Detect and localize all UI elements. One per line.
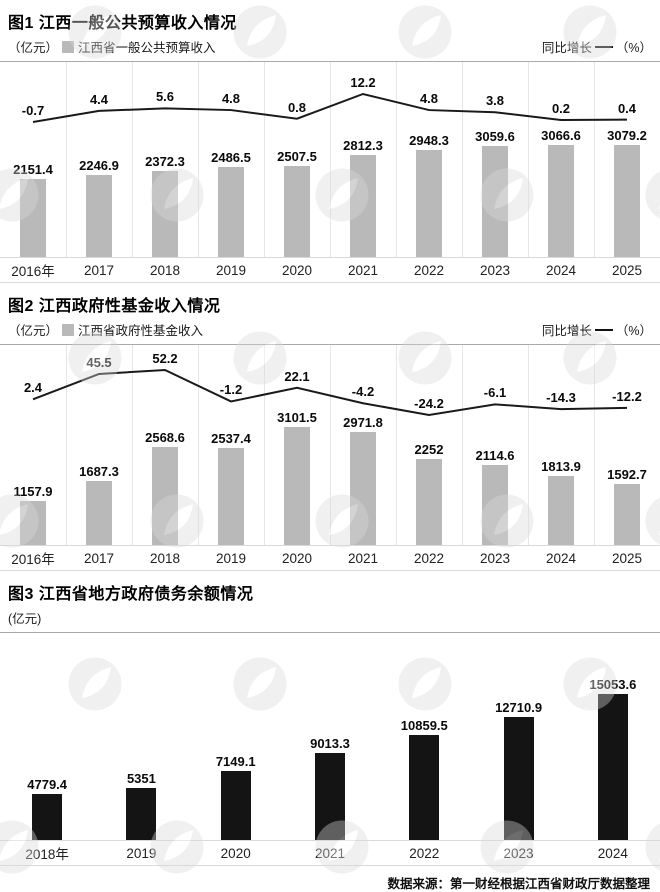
legend-row: （亿元） 江西省一般公共预算收入 同比增长 （%）	[0, 37, 660, 61]
x-axis-label: 2025	[594, 551, 660, 566]
bar	[315, 753, 345, 840]
line-point-label: -12.2	[594, 389, 660, 404]
x-axis-label: 2017	[66, 551, 132, 566]
line-point-label: -0.7	[0, 103, 66, 118]
legend-right: 同比增长 （%）	[542, 320, 652, 339]
x-axis-label: 2019	[198, 551, 264, 566]
x-axis-label: 2023	[462, 551, 528, 566]
growth-line	[0, 345, 660, 547]
unit-label: （亿元）	[8, 320, 58, 339]
bar-value-label: 7149.1	[189, 754, 283, 769]
line-point-label: -4.2	[330, 384, 396, 399]
line-point-label: -1.2	[198, 382, 264, 397]
bar-series-label: 江西省一般公共预算收入	[78, 37, 216, 56]
legend-left: （亿元） 江西省一般公共预算收入	[8, 37, 216, 56]
bar-value-label: 9013.3	[283, 736, 377, 751]
x-axis-label: 2023	[462, 263, 528, 278]
x-axis-label: 2018年	[0, 843, 94, 863]
bar-value-label: 12710.9	[471, 700, 565, 715]
chart-budget-revenue: 图1 江西一般公共预算收入情况 （亿元） 江西省一般公共预算收入 同比增长 （%…	[0, 0, 660, 283]
x-axis-label: 2022	[377, 846, 471, 861]
x-axis-label: 2024	[528, 263, 594, 278]
chart-government-fund-revenue: 图2 江西政府性基金收入情况 （亿元） 江西省政府性基金收入 同比增长 （%） …	[0, 283, 660, 571]
line-point-label: -24.2	[396, 396, 462, 411]
line-point-label: 52.2	[132, 351, 198, 366]
bar	[598, 694, 628, 840]
data-source: 数据来源：第一财经根据江西省财政厅数据整理	[0, 866, 660, 892]
legend-row: （亿元） 江西省政府性基金收入 同比增长 （%）	[0, 320, 660, 344]
bar-value-label: 5351	[94, 771, 188, 786]
bar	[409, 735, 439, 840]
bar	[221, 771, 251, 840]
x-axis-label: 2024	[566, 846, 660, 861]
line-series-label: 同比增长	[542, 320, 592, 339]
line-point-label: -6.1	[462, 385, 528, 400]
unit-label: (亿元)	[0, 608, 660, 632]
x-axis-label: 2021	[283, 846, 377, 861]
line-unit-label: （%）	[616, 320, 652, 339]
line-legend-swatch	[595, 46, 613, 48]
x-axis-label: 2019	[94, 846, 188, 861]
legend-left: （亿元） 江西省政府性基金收入	[8, 320, 203, 339]
line-point-label: 0.8	[264, 100, 330, 115]
bar-value-label: 15053.6	[566, 677, 660, 692]
x-axis-label: 2017	[66, 263, 132, 278]
x-axis-label: 2019	[198, 263, 264, 278]
x-axis-label: 2018	[132, 263, 198, 278]
x-axis-label: 2025	[594, 263, 660, 278]
bar-legend-swatch	[62, 324, 74, 336]
chart-title: 图1 江西一般公共预算收入情况	[0, 0, 660, 37]
line-point-label: 2.4	[0, 380, 66, 395]
line-point-label: 4.8	[198, 91, 264, 106]
unit-label: （亿元）	[8, 37, 58, 56]
x-axis-label: 2022	[396, 551, 462, 566]
bar	[126, 788, 156, 840]
line-point-label: 3.8	[462, 93, 528, 108]
line-legend-swatch	[595, 329, 613, 331]
line-point-label: 12.2	[330, 75, 396, 90]
x-axis-label: 2021	[330, 263, 396, 278]
legend-right: 同比增长 （%）	[542, 37, 652, 56]
x-axis-label: 2023	[471, 846, 565, 861]
x-axis-label: 2022	[396, 263, 462, 278]
x-axis-label: 2020	[264, 263, 330, 278]
x-axis-label: 2018	[132, 551, 198, 566]
x-axis-label: 2024	[528, 551, 594, 566]
line-point-label: 22.1	[264, 369, 330, 384]
line-unit-label: （%）	[616, 37, 652, 56]
line-series-label: 同比增长	[542, 37, 592, 56]
bar	[32, 794, 62, 840]
x-axis-label: 2021	[330, 551, 396, 566]
bar	[504, 717, 534, 840]
bar-value-label: 4779.4	[0, 777, 94, 792]
line-point-label: 0.4	[594, 101, 660, 116]
line-point-label: -14.3	[528, 390, 594, 405]
line-point-label: 4.4	[66, 92, 132, 107]
line-point-label: 45.5	[66, 355, 132, 370]
bar-legend-swatch	[62, 41, 74, 53]
x-axis-label: 2020	[189, 846, 283, 861]
chart-title: 图3 江西省地方政府债务余额情况	[0, 571, 660, 608]
x-axis-label: 2020	[264, 551, 330, 566]
bar-value-label: 10859.5	[377, 718, 471, 733]
x-axis-label: 2016年	[0, 548, 66, 568]
line-point-label: 5.6	[132, 89, 198, 104]
bar-series-label: 江西省政府性基金收入	[78, 320, 203, 339]
chart-title: 图2 江西政府性基金收入情况	[0, 283, 660, 320]
x-axis-label: 2016年	[0, 260, 66, 280]
line-point-label: 4.8	[396, 91, 462, 106]
line-point-label: 0.2	[528, 101, 594, 116]
